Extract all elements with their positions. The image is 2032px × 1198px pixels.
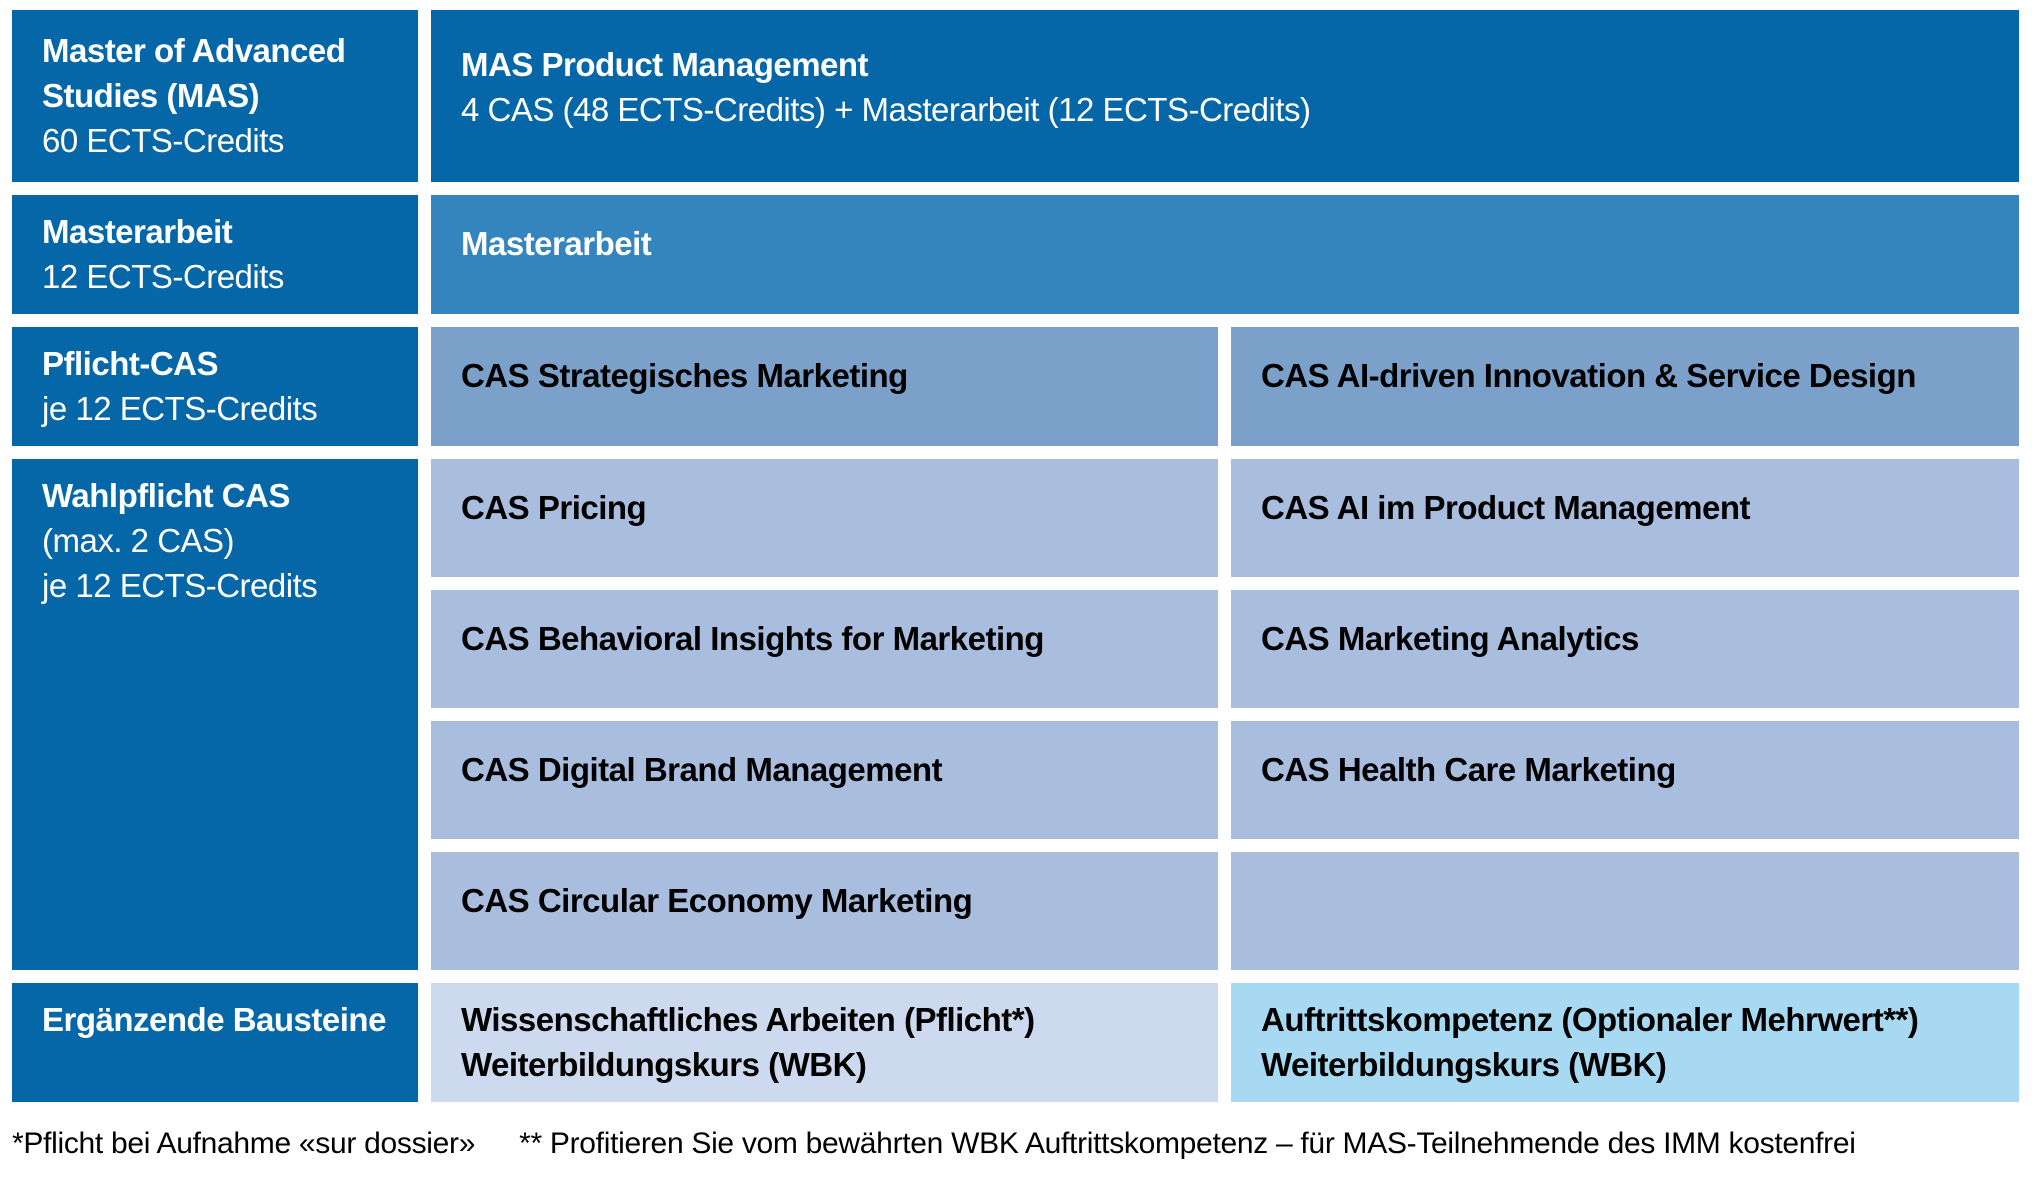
cell-text: CAS AI-driven Innovation & Service Desig… [1261,357,1916,394]
label-pflicht-cas: Pflicht-CAS je 12 ECTS-Credits [12,327,418,446]
cell-text: CAS Strategisches Marketing [461,357,908,394]
footnote-pflicht: *Pflicht bei Aufnahme «sur dossier» [12,1127,476,1160]
cell-wbk-wissenschaftliches-arbeiten: Wissenschaftliches Arbeiten (Pflicht*) W… [431,983,1218,1102]
label-masterarbeit-subtitle: 12 ECTS-Credits [42,258,284,295]
cell-cas-strategisches-marketing: CAS Strategisches Marketing [431,327,1218,446]
cell-text: CAS Pricing [461,489,647,526]
label-mas-subtitle: 60 ECTS-Credits [42,122,284,159]
label-wahlpflicht-subtitle2: je 12 ECTS-Credits [42,567,318,604]
cell-text: CAS Behavioral Insights for Marketing [461,620,1044,657]
footnote: *Pflicht bei Aufnahme «sur dossier» ** P… [12,1124,2032,1164]
program-subtitle: 4 CAS (48 ECTS-Credits) + Masterarbeit (… [461,91,1311,128]
cell-masterarbeit: Masterarbeit [431,195,2019,314]
label-wahlpflicht-title: Wahlpflicht CAS [42,477,290,514]
cell-cas-health-care-marketing: CAS Health Care Marketing [1231,721,2019,839]
cell-cas-digital-brand-management: CAS Digital Brand Management [431,721,1218,839]
cell-cas-ai-driven-innovation: CAS AI-driven Innovation & Service Desig… [1231,327,2019,446]
label-mas: Master of Advanced Studies (MAS) 60 ECTS… [12,10,418,182]
label-masterarbeit: Masterarbeit 12 ECTS-Credits [12,195,418,314]
footnote-optional: ** Profitieren Sie vom bewährten WBK Auf… [519,1127,1856,1160]
cell-wahlpflicht-empty [1231,852,2019,970]
cell-cas-circular-economy-marketing: CAS Circular Economy Marketing [431,852,1218,970]
label-masterarbeit-title: Masterarbeit [42,213,233,250]
mas-structure-diagram: Master of Advanced Studies (MAS) 60 ECTS… [12,10,2019,1102]
label-wahlpflicht-cas: Wahlpflicht CAS (max. 2 CAS) je 12 ECTS-… [12,459,418,970]
cell-text: CAS Marketing Analytics [1261,620,1639,657]
cell-text-line1: Auftrittskompetenz (Optionaler Mehrwert*… [1261,1001,1919,1038]
cell-cas-ai-im-product-management: CAS AI im Product Management [1231,459,2019,577]
program-title: MAS Product Management [461,46,869,83]
cell-text: CAS AI im Product Management [1261,489,1751,526]
cell-text-line2: Weiterbildungskurs (WBK) [461,1046,867,1083]
cell-text: CAS Health Care Marketing [1261,751,1676,788]
label-ergaenzend-title: Ergänzende Bausteine [42,1001,386,1038]
cell-cas-pricing: CAS Pricing [431,459,1218,577]
cell-cas-behavioral-insights: CAS Behavioral Insights for Marketing [431,590,1218,708]
cell-text-line2: Weiterbildungskurs (WBK) [1261,1046,1667,1083]
cell-masterarbeit-title: Masterarbeit [461,225,652,262]
cell-text: CAS Digital Brand Management [461,751,943,788]
label-ergaenzende-bausteine: Ergänzende Bausteine [12,983,418,1102]
label-pflicht-subtitle: je 12 ECTS-Credits [42,390,318,427]
label-wahlpflicht-subtitle1: (max. 2 CAS) [42,522,235,559]
label-pflicht-title: Pflicht-CAS [42,345,219,382]
header-program: MAS Product Management 4 CAS (48 ECTS-Cr… [431,10,2019,182]
cell-text-line1: Wissenschaftliches Arbeiten (Pflicht*) [461,1001,1035,1038]
cell-cas-marketing-analytics: CAS Marketing Analytics [1231,590,2019,708]
cell-text: CAS Circular Economy Marketing [461,882,973,919]
cell-wbk-auftrittskompetenz: Auftrittskompetenz (Optionaler Mehrwert*… [1231,983,2019,1102]
label-mas-title: Master of Advanced Studies (MAS) [42,32,346,114]
